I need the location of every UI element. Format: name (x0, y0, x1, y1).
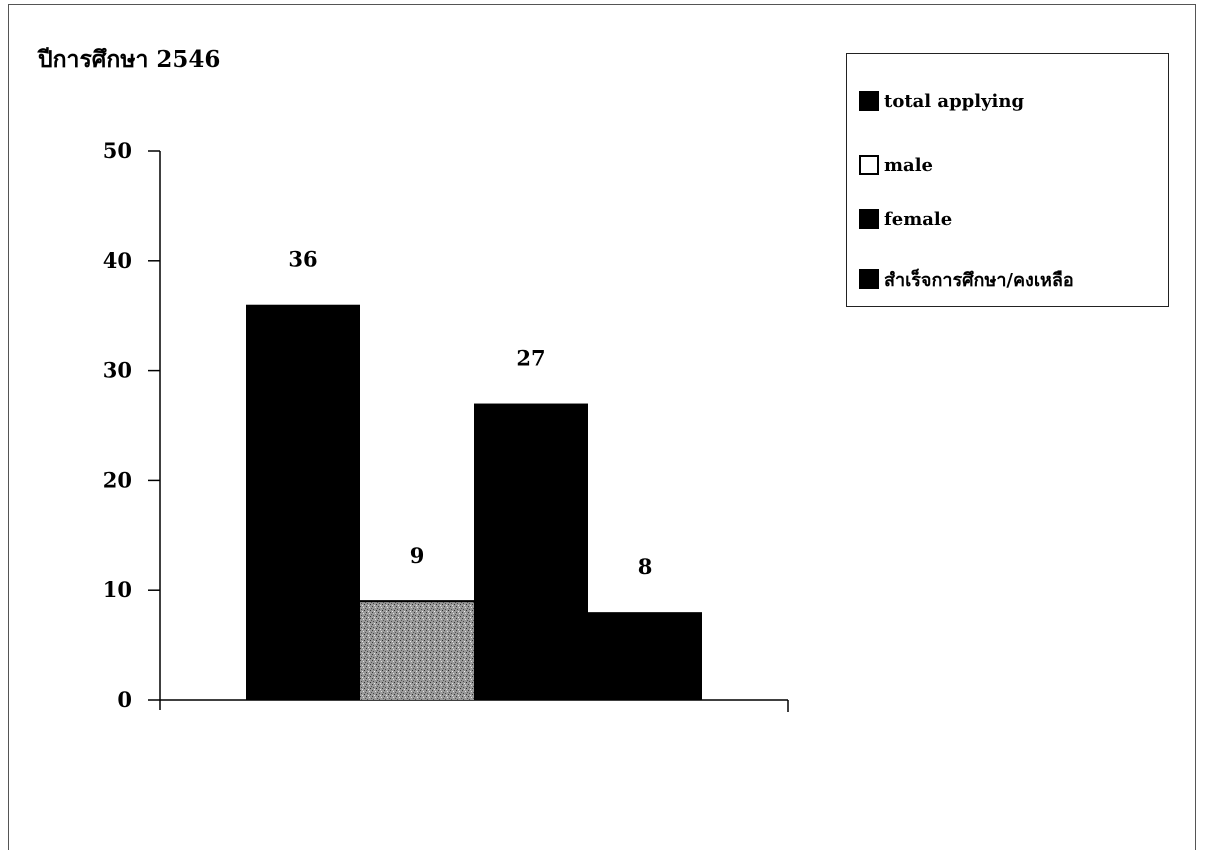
legend: total applying male female สำเร็จการศึกษ… (846, 53, 1169, 307)
legend-label: female (884, 208, 953, 230)
legend-item-graduated: สำเร็จการศึกษา/คงเหลือ (859, 267, 1074, 291)
data-label: 9 (410, 543, 425, 568)
y-tick-label: 10 (103, 577, 132, 602)
bar (360, 601, 474, 700)
chart-frame (8, 4, 1196, 850)
bars (246, 304, 702, 700)
bar (246, 304, 360, 700)
chart-title: ปีการศึกษา 2546 (38, 46, 221, 73)
value-labels: 36 9 27 8 (288, 247, 652, 579)
data-label: 8 (638, 554, 653, 579)
y-tick-label: 0 (117, 687, 132, 712)
y-tick-label: 20 (103, 467, 132, 492)
legend-item-male: male (859, 153, 933, 177)
data-label: 27 (516, 346, 545, 371)
y-tick-label: 50 (103, 138, 132, 163)
legend-label: male (884, 154, 933, 176)
y-tick-label: 40 (103, 248, 132, 273)
legend-swatch (859, 155, 879, 175)
y-tick-label: 30 (103, 358, 132, 383)
legend-item-female: female (859, 207, 952, 231)
legend-label: สำเร็จการศึกษา/คงเหลือ (884, 269, 1074, 291)
legend-item-total-applying: total applying (859, 89, 1024, 113)
legend-swatch (859, 269, 879, 289)
legend-label: total applying (884, 90, 1025, 112)
data-label: 36 (288, 247, 317, 272)
legend-swatch (859, 91, 879, 111)
bar (588, 612, 702, 700)
legend-swatch (859, 209, 879, 229)
bar (474, 403, 588, 700)
